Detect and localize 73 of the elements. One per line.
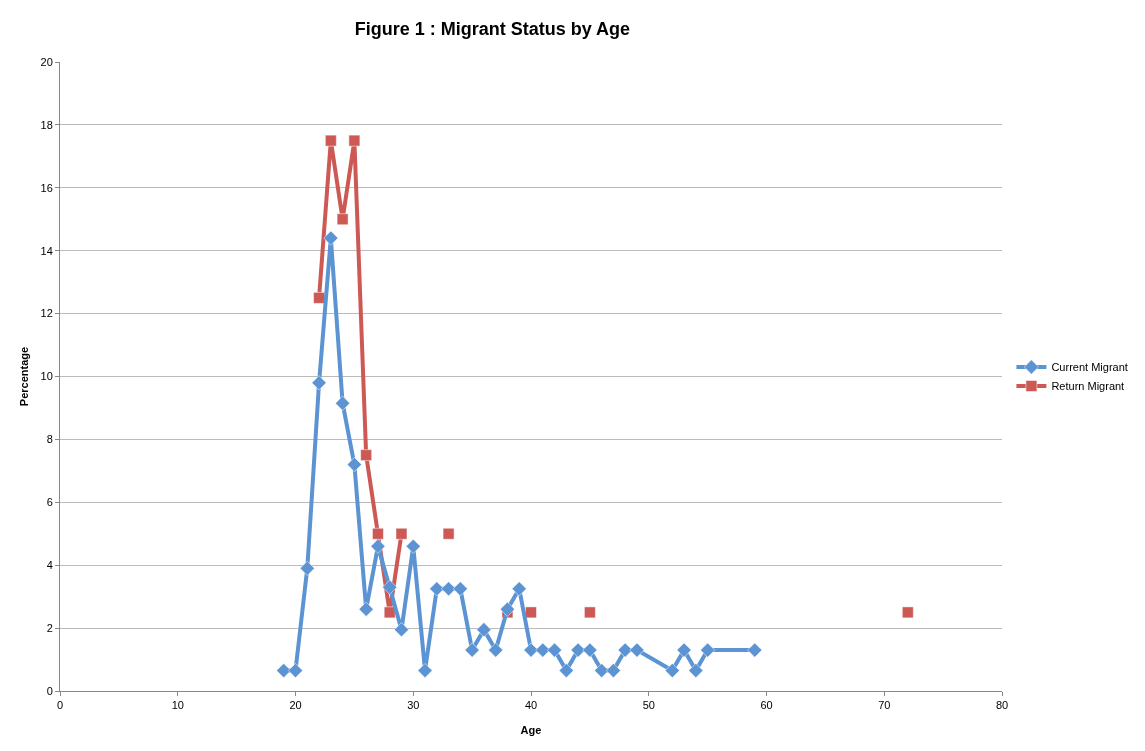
point	[405, 538, 421, 554]
point	[476, 622, 492, 638]
point	[346, 457, 362, 472]
point	[582, 642, 598, 658]
x-tick-label: 30	[407, 699, 420, 712]
point	[288, 663, 303, 678]
y-axis-title: Percentage	[18, 346, 30, 407]
point	[325, 134, 337, 147]
point	[382, 579, 398, 595]
point	[617, 642, 633, 658]
y-tick-label: 20	[40, 55, 53, 68]
point	[547, 642, 562, 658]
point	[500, 601, 515, 617]
point	[511, 581, 527, 597]
point	[664, 663, 680, 678]
point	[747, 642, 763, 658]
point	[523, 642, 539, 658]
point	[311, 375, 327, 391]
point	[629, 642, 645, 658]
y-tick-label: 0	[46, 684, 53, 697]
y-tick-label: 6	[46, 496, 53, 509]
point	[383, 606, 396, 619]
point	[441, 581, 456, 597]
y-tick-label: 16	[40, 181, 53, 194]
point	[348, 134, 361, 147]
x-tick-label: 60	[760, 699, 773, 712]
y-tick-label: 4	[46, 559, 53, 572]
y-tick-label: 12	[40, 307, 53, 320]
point	[442, 528, 455, 540]
point	[452, 581, 468, 597]
y-tick-label: 2	[46, 621, 53, 634]
point	[584, 606, 596, 619]
point	[606, 663, 621, 678]
point	[358, 601, 374, 617]
y-tick-label: 14	[40, 244, 53, 257]
point	[313, 292, 325, 304]
point	[276, 663, 292, 678]
point	[488, 642, 504, 658]
point	[558, 663, 574, 678]
x-tick-label: 70	[878, 699, 891, 712]
point	[417, 663, 433, 678]
x-tick-label: 50	[642, 699, 655, 712]
point	[594, 663, 610, 678]
legend-label: Current Migrant	[1051, 361, 1128, 374]
y-tick-label: 18	[40, 118, 53, 131]
point	[535, 642, 551, 658]
point	[299, 560, 315, 576]
x-tick-label: 20	[289, 699, 302, 712]
x-tick-label: 80	[995, 699, 1009, 712]
point	[570, 642, 586, 658]
point	[372, 528, 384, 540]
point	[370, 538, 386, 554]
point	[700, 642, 716, 658]
y-tick-label: 10	[40, 370, 53, 383]
legend-label: Return Migrant	[1051, 380, 1125, 393]
x-tick-label: 0	[56, 699, 64, 712]
point	[464, 642, 480, 658]
point	[429, 581, 445, 597]
point	[525, 606, 537, 619]
chart-title: Figure 1 : Migrant Status by Age	[354, 19, 631, 40]
point	[688, 663, 704, 678]
point	[336, 213, 349, 225]
y-tick-label: 8	[46, 433, 53, 446]
point	[902, 606, 914, 619]
x-tick-label: 40	[524, 699, 538, 712]
point	[676, 642, 692, 658]
point	[323, 230, 339, 246]
x-axis-title: Age	[520, 724, 542, 736]
x-tick-label: 10	[171, 699, 184, 712]
point	[395, 528, 408, 540]
point	[360, 449, 372, 461]
point	[394, 622, 409, 638]
point	[335, 395, 350, 411]
